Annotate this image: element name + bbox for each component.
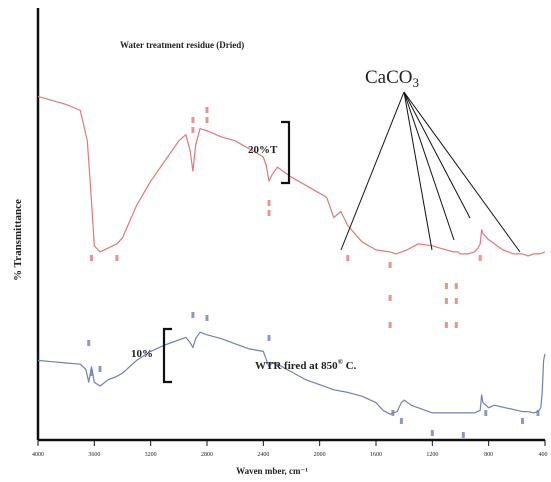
peak-marker-fired: [430, 430, 434, 436]
peak-marker-dried: [444, 322, 448, 328]
x-tick-label: 1600: [370, 452, 382, 458]
peak-marker-dried: [346, 255, 350, 261]
peak-markers: [87, 107, 540, 438]
peak-marker-fired: [399, 418, 403, 424]
peak-marker-dried: [205, 117, 209, 123]
y-axis-label: % Transmittance: [12, 199, 24, 281]
x-tick-label: 4000: [32, 452, 44, 458]
x-tick-label: 2400: [257, 452, 269, 458]
x-tick-label: 1200: [426, 452, 438, 458]
peak-marker-fired: [98, 366, 102, 372]
peak-marker-fired: [484, 410, 488, 416]
peak-marker-dried: [388, 322, 392, 328]
peak-marker-dried: [388, 295, 392, 301]
peak-marker-dried: [454, 298, 458, 304]
peak-marker-dried: [267, 200, 271, 206]
series-line-dried: [37, 95, 546, 257]
scale-bracket-10: [162, 327, 172, 384]
series-layer: [37, 95, 546, 415]
peak-marker-fired: [205, 315, 209, 321]
caco3-pointer-4: [403, 91, 471, 219]
caco3-pointers: [340, 91, 521, 253]
peak-marker-dried: [444, 298, 448, 304]
peak-marker-dried: [454, 322, 458, 328]
peak-marker-dried: [267, 210, 271, 216]
caco3-pointer-1: [340, 91, 405, 251]
x-tick-label: 3200: [145, 452, 157, 458]
peak-marker-dried: [191, 117, 195, 123]
peak-marker-dried: [388, 262, 392, 268]
caco3-pointer-2: [403, 91, 433, 251]
x-tick-label: 3600: [88, 452, 100, 458]
peak-marker-dried: [478, 255, 482, 261]
peak-marker-dried: [90, 255, 93, 261]
peak-marker-fired: [90, 370, 93, 376]
series-line-fired: [37, 331, 546, 415]
x-tick-label: 2000: [314, 452, 326, 458]
peak-marker-fired: [391, 410, 395, 416]
series-label-dried: Water treatment residue (Dried): [120, 40, 244, 50]
peak-marker-fired: [267, 335, 271, 341]
peak-marker-dried: [454, 283, 458, 289]
peak-marker-dried: [191, 127, 195, 133]
x-axis-label: Waven mber, cm⁻¹: [236, 466, 308, 476]
plot-frame: [36, 8, 545, 442]
peak-marker-fired: [191, 312, 195, 318]
caco3-pointer-5: [403, 91, 521, 253]
x-tick-label: 400: [539, 452, 548, 458]
x-tick-label: 800: [484, 452, 493, 458]
caco3-label: CaCO3: [365, 67, 419, 90]
peak-marker-fired: [536, 410, 540, 416]
peak-marker-dried: [205, 107, 209, 113]
peak-marker-fired: [521, 418, 524, 424]
x-axis-ticks: 4000 3600 3200 2800 2400 2000 1600 1200 800 400: [32, 440, 548, 458]
peak-marker-fired: [87, 340, 91, 346]
scale-label-10: 10%: [131, 348, 153, 360]
series-label-fired: WTR fired at 850® C.: [255, 358, 357, 372]
x-tick-label: 2800: [201, 452, 213, 458]
caco3-pointer-3: [403, 91, 455, 241]
peak-marker-dried: [444, 283, 448, 289]
peak-marker-fired: [461, 432, 465, 438]
scale-bar-20: 20%T: [248, 120, 291, 185]
scale-label-20: 20%T: [248, 144, 278, 156]
scale-bracket-20: [281, 120, 291, 185]
peak-marker-dried: [115, 255, 119, 261]
scale-bar-10: 10%: [131, 327, 172, 384]
